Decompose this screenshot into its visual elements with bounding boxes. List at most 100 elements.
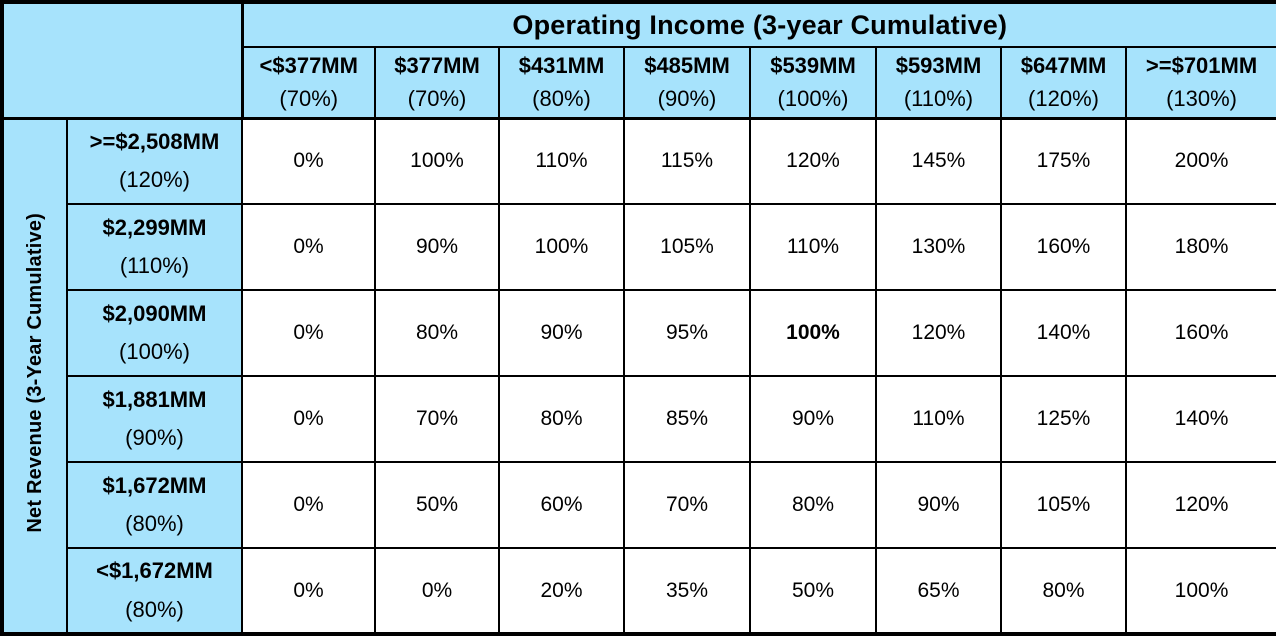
- payout-cell: 80%: [498, 375, 625, 463]
- row-header-cell: $2,299MM (110%): [66, 203, 243, 291]
- payout-cell: 140%: [1124, 375, 1276, 463]
- table-row: $1,881MM (90%) 0% 70% 80% 85% 90% 110% 12…: [2, 375, 1276, 463]
- payout-cell: 140%: [1000, 289, 1127, 377]
- payout-cell: 100%: [374, 117, 500, 205]
- payout-cell: 65%: [875, 547, 1002, 635]
- column-weight-label: (130%): [1166, 86, 1237, 112]
- row-threshold-label: $2,299MM: [102, 214, 207, 240]
- column-weight-label: (80%): [532, 86, 591, 112]
- payout-cell: 100%: [498, 203, 625, 291]
- payout-cell: 120%: [1124, 461, 1276, 549]
- row-threshold-label: >=$2,508MM: [89, 128, 220, 154]
- payout-cell: 120%: [749, 117, 877, 205]
- payout-cell: 70%: [374, 375, 500, 463]
- column-threshold-label: $647MM: [1020, 53, 1107, 79]
- payout-cell: 0%: [241, 461, 376, 549]
- payout-cell: 100%: [1124, 547, 1276, 635]
- table-row: Net Revenue (3-Year Cumulative) >=$2,508…: [1, 117, 1276, 635]
- payout-cell: 145%: [875, 117, 1002, 205]
- column-header-cell: $539MM (100%): [749, 46, 877, 120]
- payout-cell: 130%: [875, 203, 1002, 291]
- payout-cell: 50%: [749, 547, 877, 635]
- column-weight-label: (70%): [407, 86, 467, 112]
- row-header-cell: $1,881MM (90%): [66, 375, 243, 463]
- table-row: $2,090MM (100%) 0% 80% 90% 95% 100% 120% …: [2, 289, 1276, 377]
- column-weight-label: (70%): [279, 86, 339, 112]
- column-threshold-label: $593MM: [895, 53, 982, 79]
- column-threshold-label: $539MM: [770, 53, 856, 79]
- payout-cell: 120%: [875, 289, 1002, 377]
- payout-cell: 125%: [1000, 375, 1127, 463]
- corner-cell: [1, 1, 244, 120]
- row-axis-title-text: Net Revenue (3-Year Cumulative): [23, 213, 46, 534]
- column-threshold-label: $485MM: [644, 53, 730, 79]
- row-header-cell: >=$2,508MM (120%): [66, 117, 243, 205]
- row-axis-title: Net Revenue (3-Year Cumulative): [1, 117, 68, 635]
- table-row: $1,672MM (80%) 0% 50% 60% 70% 80% 90% 105…: [2, 461, 1276, 549]
- table-row: $2,299MM (110%) 0% 90% 100% 105% 110% 130…: [2, 203, 1276, 291]
- target-payout-cell: 100%: [749, 289, 877, 377]
- row-header-cell: <$1,672MM (80%): [66, 547, 243, 635]
- row-threshold-label: $1,881MM: [102, 386, 207, 412]
- payout-cell: 90%: [498, 289, 625, 377]
- payout-cell: 200%: [1124, 117, 1276, 205]
- row-weight-label: (100%): [119, 339, 190, 364]
- payout-cell: 160%: [1124, 289, 1276, 377]
- payout-cell: 110%: [498, 117, 625, 205]
- column-header-cell: $593MM (110%): [875, 46, 1002, 120]
- payout-cell: 0%: [374, 547, 500, 635]
- column-weight-label: (120%): [1028, 86, 1099, 112]
- payout-cell: 20%: [498, 547, 625, 635]
- column-weight-label: (90%): [657, 86, 717, 112]
- payout-cell: 60%: [498, 461, 625, 549]
- payout-cell: 160%: [1000, 203, 1127, 291]
- column-header-cell: $431MM (80%): [498, 46, 625, 120]
- column-header-cell: >=$701MM (130%): [1124, 46, 1276, 120]
- row-threshold-label: <$1,672MM: [96, 558, 213, 583]
- row-weight-label: (80%): [125, 511, 184, 536]
- row-header-cell: $1,672MM (80%): [66, 461, 243, 549]
- table-row: <$377MM (70%) $377MM (70%) $431MM (80%) $48…: [2, 46, 1276, 120]
- payout-cell: 80%: [374, 289, 500, 377]
- row-header-cell: $2,090MM (100%): [66, 289, 243, 377]
- column-header-cell: $377MM (70%): [374, 46, 500, 120]
- row-weight-label: (90%): [125, 425, 184, 450]
- payout-cell: 0%: [241, 117, 376, 205]
- row-weight-label: (110%): [119, 253, 190, 278]
- payout-cell: 80%: [749, 461, 877, 549]
- row-threshold-label: $2,090MM: [102, 300, 207, 326]
- payout-cell: 90%: [749, 375, 877, 463]
- payout-cell: 0%: [241, 289, 376, 377]
- column-threshold-label: $377MM: [394, 53, 480, 79]
- column-weight-label: (110%): [903, 86, 974, 112]
- column-threshold-label: $431MM: [518, 53, 605, 79]
- payout-cell: 85%: [623, 375, 751, 463]
- payout-cell: 115%: [623, 117, 751, 205]
- row-weight-label: (80%): [125, 596, 184, 622]
- payout-cell: 70%: [623, 461, 751, 549]
- column-axis-title: Operating Income (3-year Cumulative): [240, 1, 1276, 48]
- payout-cell: 90%: [875, 461, 1002, 549]
- payout-cell: 105%: [1000, 461, 1127, 549]
- payout-cell: 105%: [623, 203, 751, 291]
- column-weight-label: (100%): [777, 86, 849, 112]
- payout-cell: 90%: [374, 203, 500, 291]
- payout-cell: 80%: [1000, 547, 1127, 635]
- table-row: <$1,672MM (80%) 0% 0% 20% 35% 50% 65% 80%…: [2, 547, 1276, 635]
- payout-cell: 0%: [241, 375, 376, 463]
- table-row: Operating Income (3-year Cumulative): [1, 1, 1276, 120]
- column-threshold-label: <$377MM: [259, 53, 358, 79]
- payout-cell: 0%: [241, 203, 376, 291]
- payout-cell: 110%: [749, 203, 877, 291]
- payout-cell: 50%: [374, 461, 500, 549]
- payout-cell: 35%: [623, 547, 751, 635]
- row-threshold-label: $1,672MM: [102, 472, 207, 498]
- payout-cell: 95%: [623, 289, 751, 377]
- column-header-cell: <$377MM (70%): [241, 46, 376, 120]
- row-weight-label: (120%): [119, 167, 190, 193]
- payout-cell: 180%: [1124, 203, 1276, 291]
- payout-cell: 175%: [1000, 117, 1127, 205]
- column-header-cell: $647MM (120%): [1000, 46, 1127, 120]
- payout-cell: 110%: [875, 375, 1002, 463]
